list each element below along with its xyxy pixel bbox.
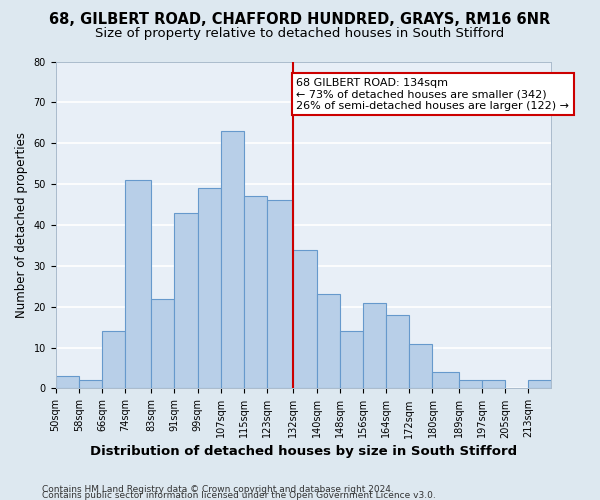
Bar [293, 250, 317, 388]
Bar [409, 344, 433, 388]
Bar [482, 380, 505, 388]
Text: 68, GILBERT ROAD, CHAFFORD HUNDRED, GRAYS, RM16 6NR: 68, GILBERT ROAD, CHAFFORD HUNDRED, GRAY… [49, 12, 551, 28]
Bar [175, 212, 197, 388]
Text: 68 GILBERT ROAD: 134sqm
← 73% of detached houses are smaller (342)
26% of semi-d: 68 GILBERT ROAD: 134sqm ← 73% of detache… [296, 78, 569, 111]
Bar [317, 294, 340, 388]
Bar [340, 331, 363, 388]
Text: Contains public sector information licensed under the Open Government Licence v3: Contains public sector information licen… [42, 490, 436, 500]
Bar [267, 200, 293, 388]
Bar [151, 298, 175, 388]
Bar [221, 131, 244, 388]
Bar [102, 331, 125, 388]
Bar [125, 180, 151, 388]
Bar [56, 376, 79, 388]
Bar [363, 302, 386, 388]
Bar [79, 380, 102, 388]
Text: Size of property relative to detached houses in South Stifford: Size of property relative to detached ho… [95, 28, 505, 40]
Bar [386, 315, 409, 388]
Text: Contains HM Land Registry data © Crown copyright and database right 2024.: Contains HM Land Registry data © Crown c… [42, 484, 394, 494]
Bar [528, 380, 551, 388]
X-axis label: Distribution of detached houses by size in South Stifford: Distribution of detached houses by size … [90, 444, 517, 458]
Bar [458, 380, 482, 388]
Y-axis label: Number of detached properties: Number of detached properties [15, 132, 28, 318]
Bar [244, 196, 267, 388]
Bar [197, 188, 221, 388]
Bar [433, 372, 458, 388]
